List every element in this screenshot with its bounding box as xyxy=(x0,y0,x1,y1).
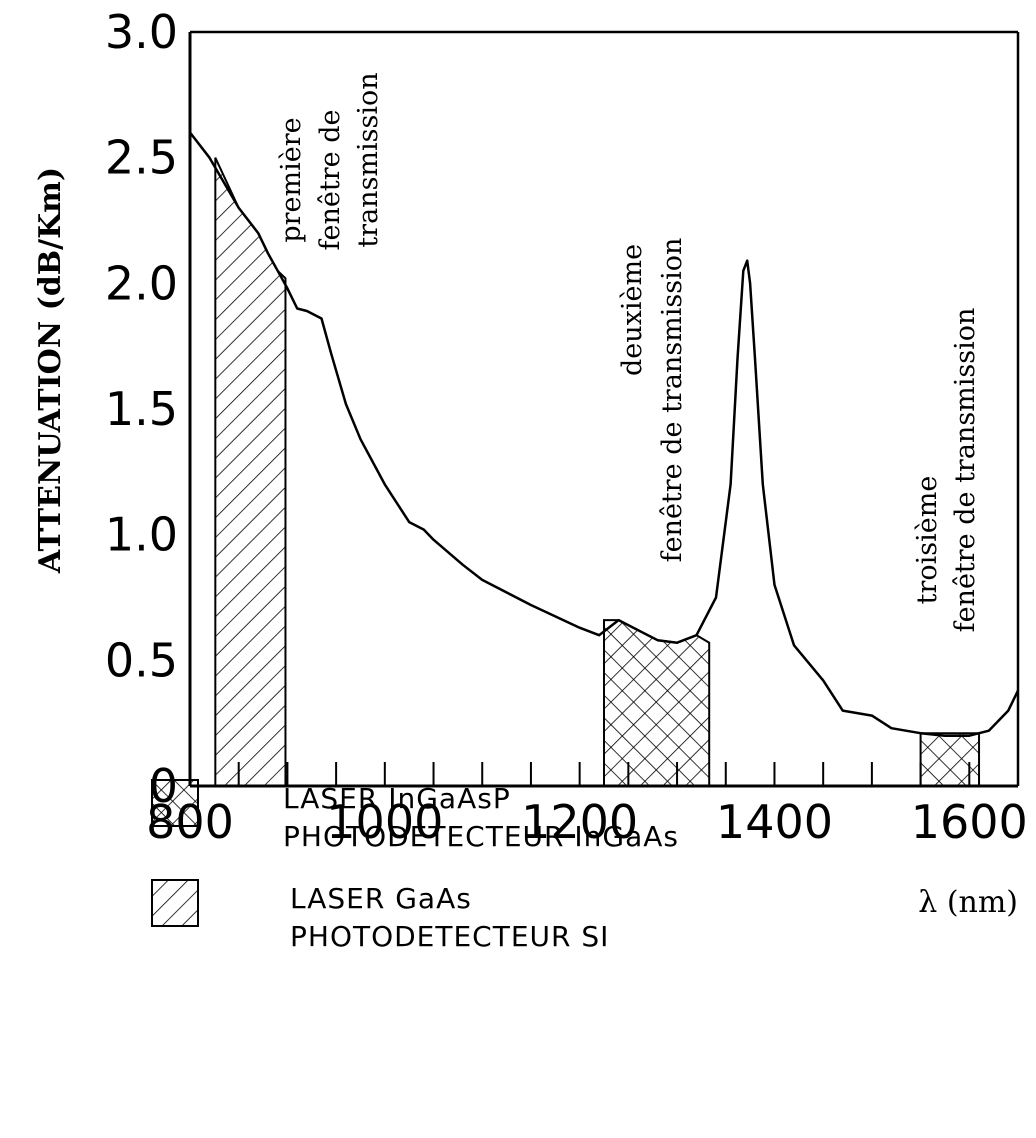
annotation-window-2: fenêtre de transmission xyxy=(657,238,688,563)
y-tick-label: 2.0 xyxy=(105,256,178,310)
annotation-window-1: fenêtre de xyxy=(315,110,346,251)
y-axis-label: ATTENUATION (dB/Km) xyxy=(33,167,68,574)
attenuation-curve xyxy=(189,131,1020,737)
x-tick-label: 1200 xyxy=(521,795,638,849)
annotation-window-3: troisième xyxy=(912,476,943,605)
legend-item-ingaasp: LASER InGaAsP PHOTODETECTEUR InGaAs xyxy=(283,780,679,856)
annotation-window-2: deuxième xyxy=(617,244,648,376)
transmission-band-1 xyxy=(214,157,287,787)
y-tick-label: 2.5 xyxy=(105,131,178,185)
legend-line-1: LASER InGaAsP xyxy=(283,782,511,815)
x-tick-label: 1600 xyxy=(911,795,1028,849)
y-tick-label: 1.5 xyxy=(105,382,178,436)
annotation-window-3: fenêtre de transmission xyxy=(950,308,981,633)
y-tick-label: 0.5 xyxy=(105,633,178,687)
legend-swatch-hatch xyxy=(151,879,199,927)
legend-swatch-crosshatch xyxy=(151,779,199,827)
y-tick-label: 3.0 xyxy=(105,5,178,59)
legend-line-2: PHOTODETECTEUR SI xyxy=(290,920,610,953)
y-tick-label: 1.0 xyxy=(105,508,178,562)
annotation-window-1: première xyxy=(276,117,307,242)
transmission-band-2 xyxy=(603,619,711,787)
legend-line-2: PHOTODETECTEUR InGaAs xyxy=(283,820,679,853)
x-tick-label: 1400 xyxy=(716,795,833,849)
x-axis-label: λ (nm) xyxy=(918,885,1018,920)
annotation-window-1: transmission xyxy=(353,72,384,247)
x-tick-label: 1000 xyxy=(326,795,443,849)
legend-line-1: LASER GaAs xyxy=(290,882,472,915)
legend-item-gaas: LASER GaAs PHOTODETECTEUR SI xyxy=(290,880,609,956)
